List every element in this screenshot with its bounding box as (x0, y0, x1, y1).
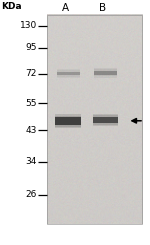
Text: 34: 34 (25, 157, 37, 166)
Bar (57, 69, 80, 78)
Bar (57, 72, 80, 75)
Text: KDa: KDa (2, 2, 22, 12)
Text: B: B (99, 3, 106, 13)
Text: 55: 55 (25, 99, 37, 108)
Text: 72: 72 (25, 69, 37, 78)
Text: 95: 95 (25, 43, 37, 52)
Bar (93, 115, 118, 125)
Bar (55, 117, 81, 125)
Text: 26: 26 (25, 190, 37, 199)
Bar (93, 114, 118, 126)
Bar (94, 69, 117, 76)
Bar (94, 71, 117, 75)
Bar (55, 116, 81, 127)
Bar (57, 70, 80, 77)
Text: A: A (62, 3, 69, 13)
Bar (55, 114, 81, 128)
Text: 130: 130 (20, 21, 37, 30)
Bar (94, 68, 117, 78)
Bar (93, 117, 118, 123)
Text: 43: 43 (25, 126, 37, 135)
Bar (46, 15, 142, 224)
